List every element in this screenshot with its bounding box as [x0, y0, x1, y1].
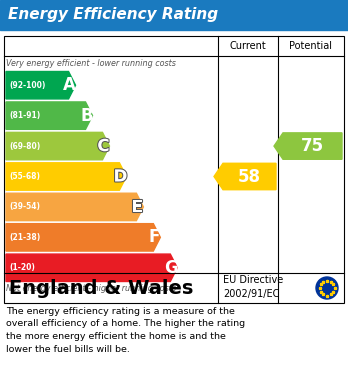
Text: A: A [63, 76, 76, 94]
Text: England & Wales: England & Wales [9, 278, 193, 298]
Text: B: B [80, 107, 93, 125]
Text: 75: 75 [301, 137, 324, 155]
Polygon shape [6, 133, 110, 160]
Text: EU Directive
2002/91/EC: EU Directive 2002/91/EC [223, 275, 283, 299]
Text: (1-20): (1-20) [9, 263, 35, 272]
Text: Energy Efficiency Rating: Energy Efficiency Rating [8, 7, 218, 23]
Text: (69-80): (69-80) [9, 142, 40, 151]
Polygon shape [6, 224, 160, 251]
Bar [0, 0, 348, 30]
Circle shape [316, 277, 338, 299]
Polygon shape [6, 193, 143, 221]
Text: Current: Current [230, 41, 266, 51]
Text: (81-91): (81-91) [9, 111, 40, 120]
Text: (92-100): (92-100) [9, 81, 45, 90]
Text: Potential: Potential [290, 41, 332, 51]
Text: (39-54): (39-54) [9, 203, 40, 212]
Text: G: G [164, 259, 178, 277]
Polygon shape [274, 133, 342, 159]
Polygon shape [6, 254, 177, 282]
Polygon shape [6, 163, 126, 190]
Text: Not energy efficient - higher running costs: Not energy efficient - higher running co… [6, 284, 176, 293]
Bar [4, 36, 344, 303]
Text: D: D [113, 167, 127, 185]
Text: E: E [132, 198, 143, 216]
Text: F: F [149, 228, 160, 246]
Polygon shape [6, 102, 93, 129]
Text: The energy efficiency rating is a measure of the
overall efficiency of a home. T: The energy efficiency rating is a measur… [6, 307, 245, 353]
Polygon shape [6, 72, 76, 99]
Text: (21-38): (21-38) [9, 233, 40, 242]
Text: (55-68): (55-68) [9, 172, 40, 181]
Text: C: C [97, 137, 110, 155]
Text: 58: 58 [238, 167, 261, 185]
Text: Very energy efficient - lower running costs: Very energy efficient - lower running co… [6, 59, 176, 68]
Polygon shape [214, 163, 276, 190]
